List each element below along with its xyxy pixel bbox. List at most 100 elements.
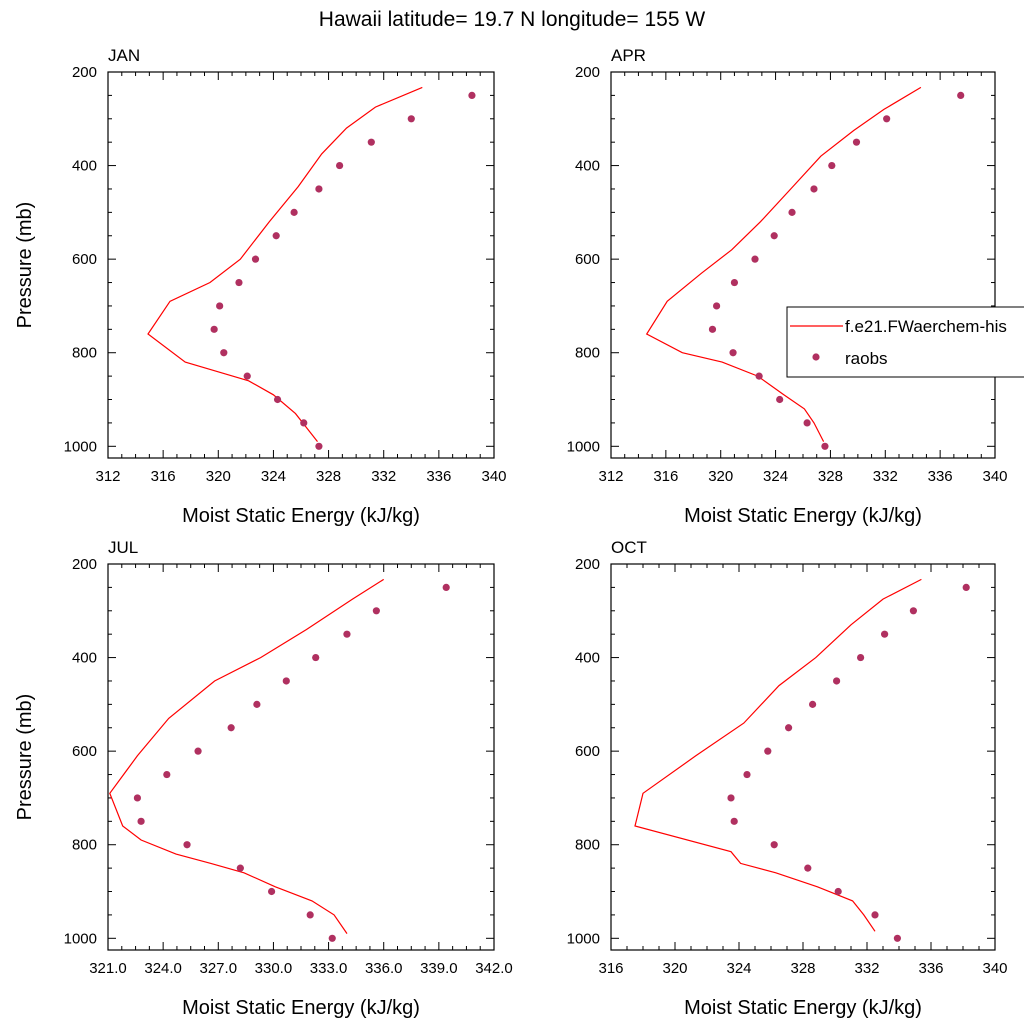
- x-tick-label: 332: [371, 468, 396, 485]
- y-tick-label: 400: [575, 158, 600, 175]
- raobs-point: [137, 817, 145, 825]
- x-tick-label: 336: [426, 468, 451, 485]
- raobs-point: [730, 817, 738, 825]
- raobs-point: [881, 630, 889, 638]
- raobs-point: [804, 864, 812, 872]
- legend-raobs-label: raobs: [845, 349, 888, 368]
- y-tick-label: 1000: [64, 930, 97, 947]
- raobs-point: [372, 607, 380, 615]
- x-tick-label: 328: [818, 468, 843, 485]
- panel-apr: APR 312 316 320 324 328 332 336 340 200 400 600 800 1…: [567, 46, 1008, 527]
- raobs-point: [803, 419, 811, 427]
- raobs-point: [315, 442, 323, 450]
- panel-jul: JUL 321.0 324.0 327.0 330.0 333.0 336.0 339.0 34…: [14, 538, 513, 1019]
- raobs-point: [751, 255, 759, 263]
- raobs-point: [210, 325, 218, 333]
- y-tick-label: 200: [575, 64, 600, 81]
- y-tick-label: 200: [575, 556, 600, 573]
- y-axis-label: Pressure (mb): [14, 694, 36, 821]
- raobs-point: [770, 232, 778, 240]
- x-tick-label: 333.0: [310, 960, 348, 977]
- raobs-point: [227, 724, 235, 732]
- raobs-point: [251, 255, 260, 263]
- model-series-line: [109, 578, 385, 934]
- y-tick-label: 1000: [567, 438, 600, 455]
- plot-frame: [107, 71, 495, 459]
- x-tick-label: 316: [151, 468, 176, 485]
- y-tick-label: 400: [72, 650, 97, 667]
- x-tick-label: 336: [918, 960, 943, 977]
- raobs-point: [273, 395, 282, 404]
- raobs-point: [300, 419, 308, 427]
- raobs-point: [336, 161, 344, 170]
- raobs-point: [770, 841, 778, 849]
- y-tick-label: 800: [575, 837, 600, 854]
- raobs-point: [810, 185, 818, 193]
- y-tick-label: 400: [575, 650, 600, 667]
- panel-title: APR: [611, 46, 646, 65]
- y-tick-label: 600: [575, 743, 600, 760]
- raobs-point: [834, 887, 842, 896]
- y-tick-label: 800: [72, 837, 97, 854]
- x-axis-label: Moist Static Energy (kJ/kg): [182, 997, 420, 1019]
- x-tick-label: 316: [598, 960, 623, 977]
- raobs-point: [306, 911, 314, 919]
- raobs-point: [220, 349, 228, 357]
- x-tick-label: 328: [316, 468, 341, 485]
- y-tick-label: 200: [72, 64, 97, 81]
- raobs-point: [809, 700, 817, 708]
- raobs-point: [243, 372, 251, 380]
- y-tick-label: 400: [72, 158, 97, 175]
- raobs-point: [194, 747, 202, 755]
- y-tick-label: 800: [575, 345, 600, 362]
- y-tick-label: 1000: [64, 438, 97, 455]
- raobs-point: [236, 864, 244, 872]
- raobs-point: [312, 653, 320, 662]
- raobs-point: [957, 91, 965, 99]
- raobs-point: [852, 138, 861, 146]
- raobs-point: [267, 887, 276, 896]
- x-tick-label: 336: [928, 468, 953, 485]
- x-tick-label: 320: [708, 468, 733, 485]
- raobs-point: [468, 91, 476, 99]
- panel-title: JUL: [108, 538, 138, 557]
- x-tick-label: 324: [261, 468, 286, 485]
- x-tick-label: 324: [763, 468, 788, 485]
- raobs-point: [713, 302, 721, 310]
- y-tick-label: 600: [72, 743, 97, 760]
- raobs-point: [328, 934, 336, 942]
- raobs-point: [755, 372, 763, 380]
- plot-frame: [610, 563, 996, 951]
- legend-box: [786, 306, 1024, 378]
- x-tick-label: 324.0: [144, 960, 182, 977]
- x-tick-label: 324: [726, 960, 751, 977]
- x-tick-label: 340: [982, 468, 1007, 485]
- y-tick-label: 800: [72, 345, 97, 362]
- legend-model-label: f.e21.FWaerchem-his: [845, 317, 1007, 336]
- raobs-point: [743, 770, 751, 779]
- y-axis-label: Pressure (mb): [14, 202, 36, 329]
- raobs-point: [785, 724, 793, 732]
- x-tick-label: 312: [598, 468, 623, 485]
- raobs-point: [282, 677, 290, 685]
- raobs-point: [857, 653, 865, 662]
- x-tick-label: 320: [662, 960, 687, 977]
- y-tick-label: 600: [575, 251, 600, 268]
- raobs-point: [730, 278, 739, 287]
- x-tick-label: 332: [873, 468, 898, 485]
- x-tick-label: 328: [790, 960, 815, 977]
- x-tick-label: 336.0: [365, 960, 403, 977]
- raobs-point: [962, 583, 970, 591]
- raobs-point: [290, 208, 298, 216]
- raobs-point: [272, 232, 280, 240]
- raobs-point: [442, 583, 450, 591]
- x-tick-label: 327.0: [200, 960, 238, 977]
- raobs-point: [183, 841, 191, 849]
- raobs-point: [367, 138, 375, 146]
- model-series-line: [645, 86, 922, 442]
- raobs-point: [407, 115, 415, 123]
- panel-jan: JAN 312 316 320 324 328 332 336 340 200 400 600 800 1…: [14, 46, 507, 527]
- panel-oct: OCT 316 320 324 328 332 336 340 200 400 600 800 1000…: [567, 538, 1008, 1019]
- raobs-point: [216, 302, 224, 310]
